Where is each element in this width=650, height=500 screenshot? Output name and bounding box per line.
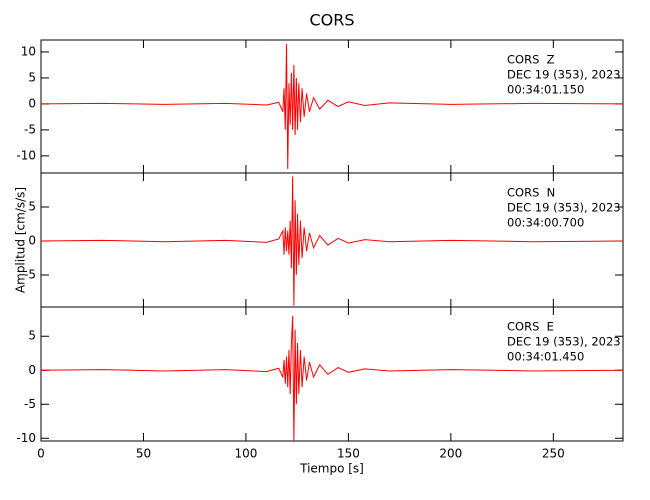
panel-frame xyxy=(40,306,624,442)
x-axis-label: Tiempo [s] xyxy=(299,462,364,476)
y-tick-label: 0 xyxy=(28,96,36,110)
y-tick-label: -10 xyxy=(16,148,36,162)
chart-title: CORS xyxy=(309,11,354,30)
y-tick-label: -10 xyxy=(16,431,36,445)
y-axis-label: Amplitud [cm/s/s] xyxy=(14,187,28,293)
x-tick-label: 200 xyxy=(439,447,462,461)
x-tick-label: 100 xyxy=(234,447,257,461)
annotation: 00:34:00.700 xyxy=(507,216,584,230)
annotation: CORS N xyxy=(507,186,555,200)
waveform xyxy=(40,176,624,306)
y-tick-label: 0 xyxy=(28,363,36,377)
annotation: 00:34:01.450 xyxy=(507,350,584,364)
y-tick-label: 5 xyxy=(28,70,36,84)
annotation: DEC 19 (353), 2023 xyxy=(507,68,621,82)
annotation: 00:34:01.150 xyxy=(507,83,584,97)
y-tick-label: -5 xyxy=(24,122,36,136)
y-tick-label: -5 xyxy=(24,268,36,282)
y-tick-label: 0 xyxy=(28,234,36,248)
x-tick-label: 150 xyxy=(337,447,360,461)
y-tick-label: 5 xyxy=(28,200,36,214)
y-tick-label: 5 xyxy=(28,329,36,343)
x-tick-label: 250 xyxy=(542,447,565,461)
annotation: DEC 19 (353), 2023 xyxy=(507,335,621,349)
y-tick-label: -5 xyxy=(24,397,36,411)
annotation: CORS Z xyxy=(507,53,555,67)
x-tick-label: 50 xyxy=(136,447,151,461)
waveform xyxy=(40,44,624,169)
annotation: CORS E xyxy=(507,320,554,334)
waveform xyxy=(40,315,624,442)
y-tick-label: 10 xyxy=(21,44,36,58)
annotation: DEC 19 (353), 2023 xyxy=(507,201,621,215)
x-tick-label: 0 xyxy=(37,447,45,461)
